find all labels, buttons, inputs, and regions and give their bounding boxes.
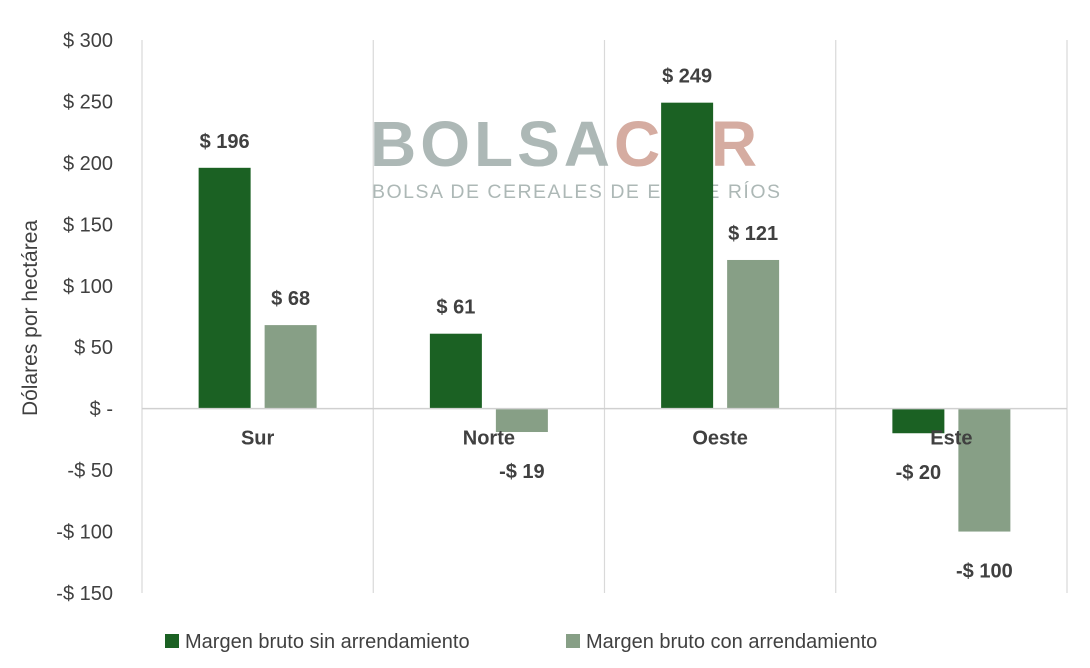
- legend-swatch: [165, 634, 179, 648]
- legend: Margen bruto sin arrendamiento Margen bru…: [165, 631, 877, 653]
- bars: [198, 102, 1011, 532]
- y-tick-label: $ 250: [63, 91, 113, 113]
- bar: [264, 325, 317, 409]
- y-axis-label: Dólares por hectárea: [19, 220, 42, 416]
- bar: [958, 408, 1011, 532]
- bar: [727, 259, 780, 409]
- y-tick-label: -$ 50: [67, 460, 113, 482]
- data-label: -$ 20: [896, 462, 942, 484]
- y-tick-label: $ 200: [63, 153, 113, 175]
- y-tick-label: $ 100: [63, 276, 113, 298]
- category-label: Sur: [241, 428, 275, 450]
- y-tick-label: $ -: [90, 399, 113, 421]
- y-tick-label: $ 300: [63, 30, 113, 52]
- data-label: $ 68: [271, 288, 310, 310]
- data-label: $ 196: [200, 131, 250, 153]
- data-label: $ 121: [728, 223, 778, 245]
- category-label: Norte: [463, 428, 515, 450]
- legend-swatch: [566, 634, 580, 648]
- bar: [198, 167, 251, 409]
- y-tick-label: -$ 150: [56, 583, 113, 605]
- legend-label: Margen bruto con arrendamiento: [586, 631, 877, 653]
- y-tick-label: $ 150: [63, 214, 113, 236]
- legend-label: Margen bruto sin arrendamiento: [185, 631, 470, 653]
- y-tick-label: -$ 100: [56, 522, 113, 544]
- data-label: -$ 19: [499, 461, 545, 483]
- bar: [892, 408, 945, 434]
- data-labels: $ 196 $ 68 $ 61 -$ 19 $ 249 $ 121 -$ 20 -$ 100: [200, 66, 1013, 583]
- y-tick-label: $ 50: [74, 337, 113, 359]
- grid-lines: [141, 40, 1068, 593]
- category-label: Oeste: [692, 428, 748, 450]
- bar: [429, 333, 482, 409]
- bar: [661, 102, 714, 409]
- y-axis-ticks: $ 300 $ 250 $ 200 $ 150 $ 100 $ 50 $ - -$ 50 -$ …: [56, 30, 113, 605]
- data-label: $ 249: [662, 66, 712, 88]
- bar: [495, 408, 548, 433]
- data-label: -$ 100: [956, 561, 1013, 583]
- category-labels: Sur Norte Oeste Este: [241, 428, 973, 450]
- category-label: Este: [930, 428, 972, 450]
- watermark-subtitle: BOLSA DE CEREALES DE ENTRE RÍOS: [372, 180, 782, 203]
- data-label: $ 61: [436, 297, 475, 319]
- watermark-text-part1: BOLSA: [370, 108, 614, 180]
- bolsacer-watermark: BOLSACER BOLSA DE CEREALES DE ENTRE RÍOS: [370, 108, 782, 203]
